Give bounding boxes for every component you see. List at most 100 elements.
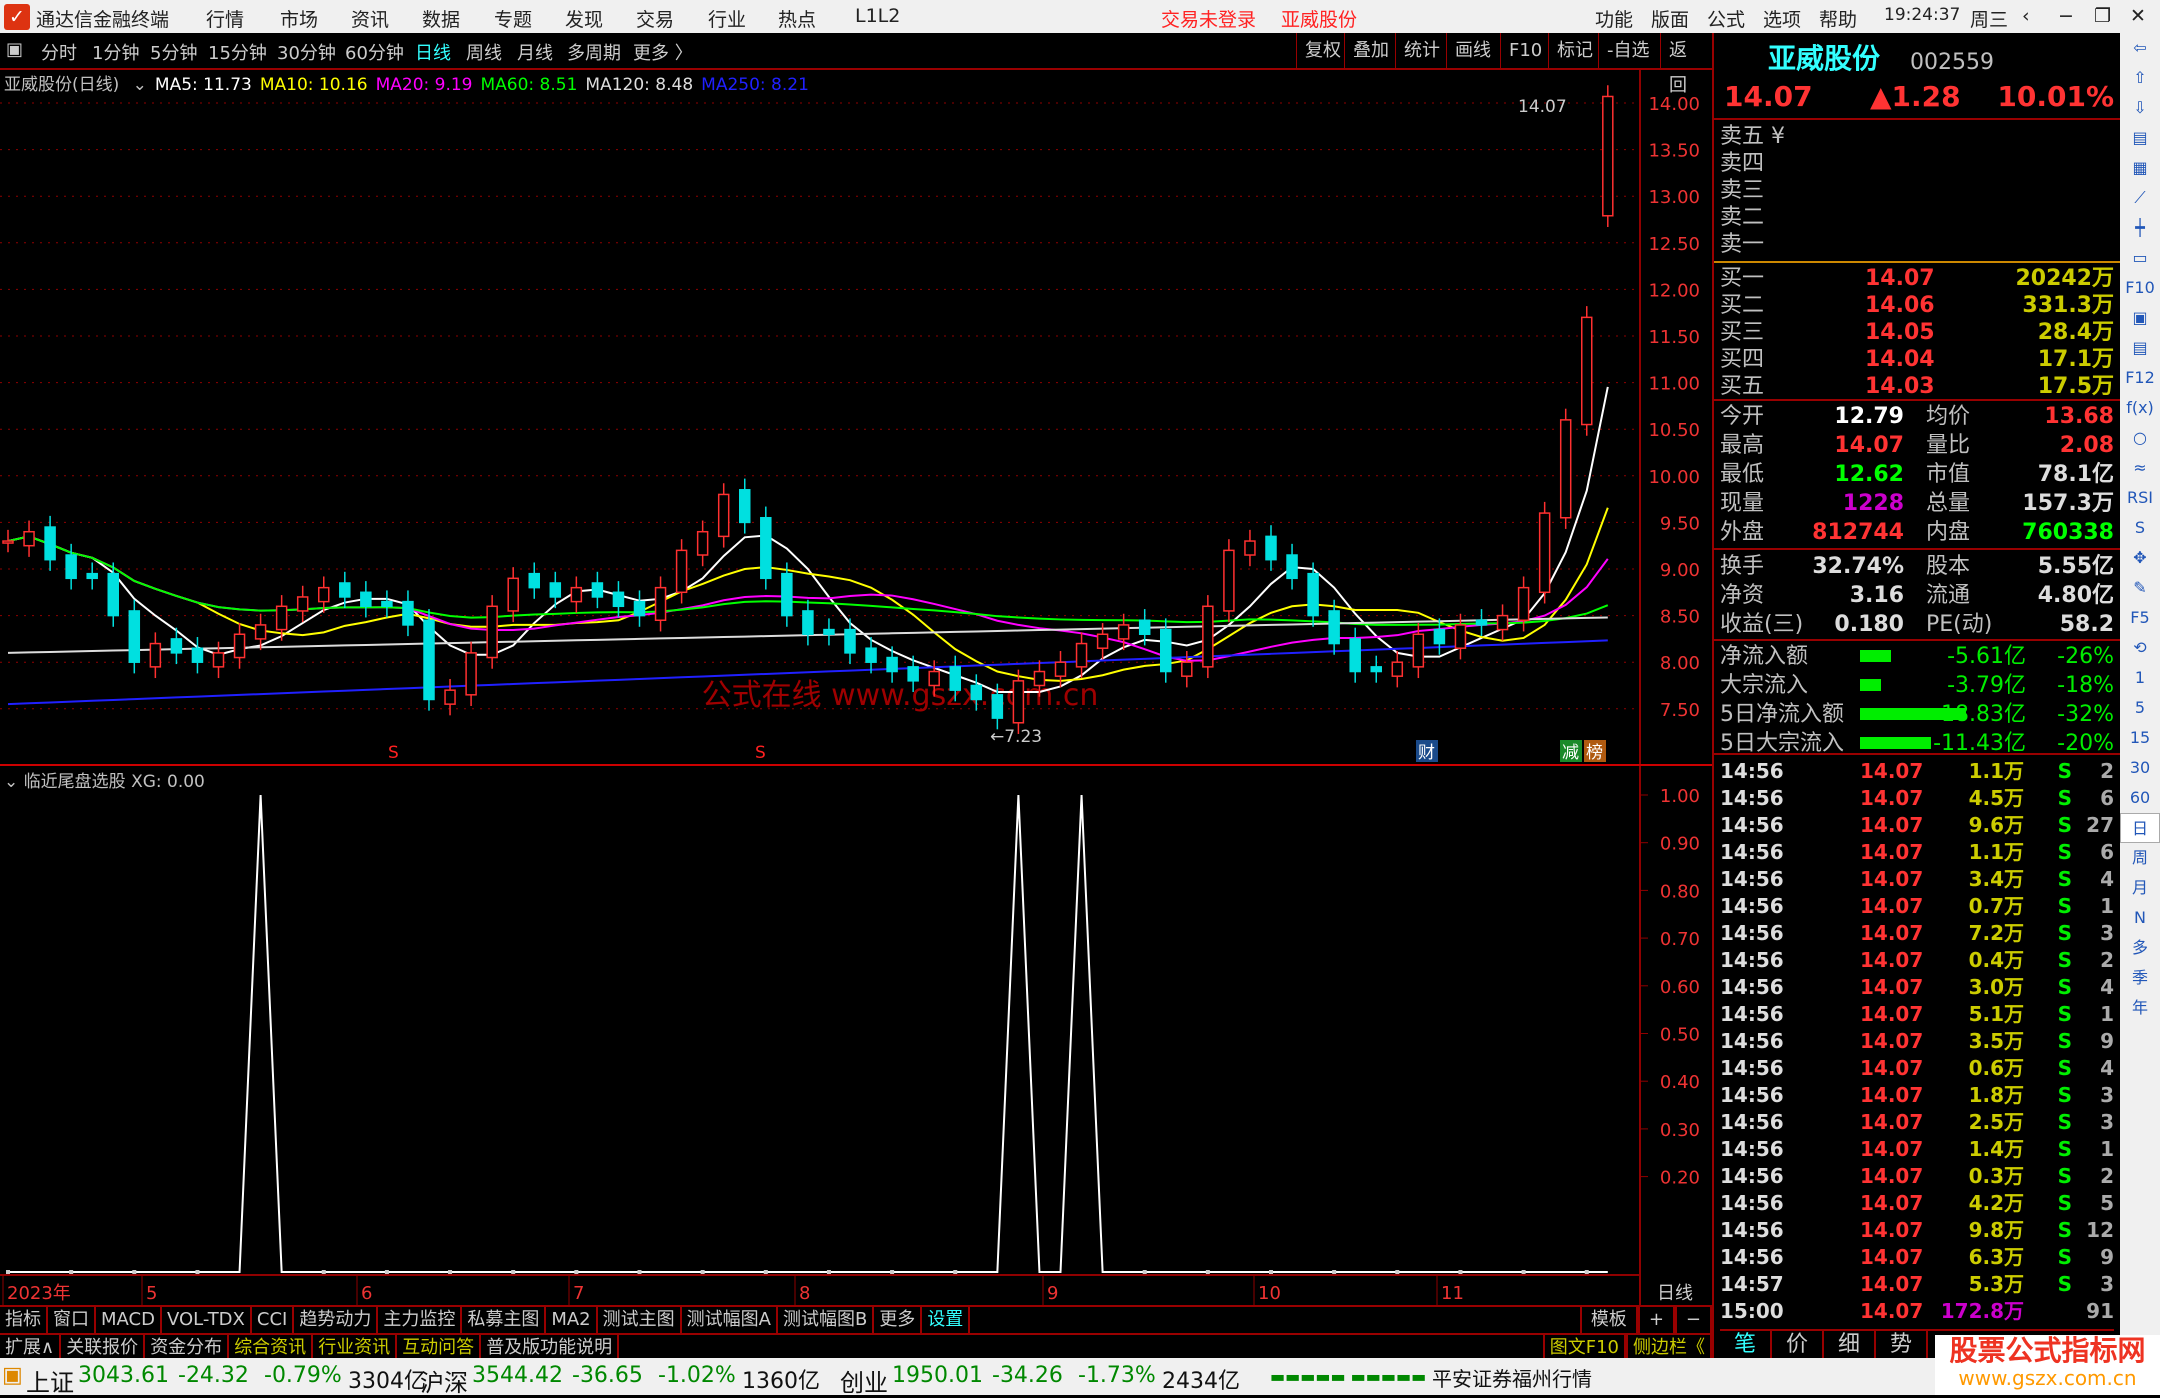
template-control-0[interactable]: 模板: [1579, 1307, 1638, 1333]
period-tab-0[interactable]: 分时: [41, 43, 77, 64]
indicator-tab-2[interactable]: MACD: [96, 1307, 162, 1333]
side-tool-icon-23[interactable]: 15: [2129, 728, 2151, 747]
menu-行情[interactable]: 行情: [206, 9, 245, 31]
chart-button-2[interactable]: 统计: [1395, 33, 1448, 68]
market-icon[interactable]: ▣: [2, 1363, 23, 1388]
indicator-tab-5[interactable]: 趋势动力: [294, 1307, 379, 1333]
ext-tab-6[interactable]: 普及版功能说明: [481, 1335, 620, 1361]
kline-chart[interactable]: 14.00 13.50 13.00 12.50 12.00 11.50 11.00 10.50…: [0, 0, 1712, 1305]
period-tab-5[interactable]: 60分钟: [345, 43, 404, 64]
side-tool-icon-31[interactable]: 季: [2131, 968, 2148, 987]
indicator-tab-6[interactable]: 主力监控: [378, 1307, 463, 1333]
period-tab-1[interactable]: 1分钟: [92, 43, 140, 64]
ext-tab-3[interactable]: 综合资讯: [229, 1335, 314, 1361]
side-tool-icon-22[interactable]: 5: [2134, 698, 2146, 717]
quote-tab-3[interactable]: 势: [1876, 1331, 1928, 1358]
period-tab-3[interactable]: 15分钟: [208, 43, 267, 64]
ext-right-0[interactable]: 图文F10: [1542, 1335, 1626, 1361]
quote-tab-0[interactable]: 笔: [1720, 1331, 1772, 1358]
indicator-tab-1[interactable]: 窗口: [48, 1307, 96, 1333]
side-tool-icon-27[interactable]: 周: [2131, 848, 2148, 867]
index-name[interactable]: 上证: [26, 1369, 74, 1397]
indicator-tab-10[interactable]: 测试幅图A: [682, 1307, 778, 1333]
ext-tab-5[interactable]: 互动问答: [397, 1335, 482, 1361]
chart-button-7[interactable]: 返回: [1660, 33, 1712, 96]
indicator-tab-9[interactable]: 测试主图: [598, 1307, 682, 1333]
side-tool-icon-25[interactable]: 60: [2129, 788, 2151, 807]
menu-行业[interactable]: 行业: [708, 9, 747, 31]
side-tool-icon-9[interactable]: ▣: [2132, 308, 2148, 327]
side-tool-icon-0[interactable]: ⇦: [2133, 38, 2147, 57]
side-tool-icon-24[interactable]: 30: [2129, 758, 2151, 777]
index-name[interactable]: 沪深: [420, 1369, 468, 1397]
side-tool-icon-17[interactable]: ✥: [2133, 548, 2147, 567]
indicator-tab-0[interactable]: 指标: [0, 1307, 48, 1333]
back-icon[interactable]: ‹: [2022, 5, 2030, 27]
index-name[interactable]: 创业: [840, 1369, 888, 1397]
minimize-icon[interactable]: −: [2058, 5, 2074, 27]
indicator-tab-11[interactable]: 测试幅图B: [778, 1307, 875, 1333]
chart-button-1[interactable]: 叠加: [1344, 33, 1397, 68]
side-tool-icon-28[interactable]: 月: [2131, 878, 2148, 897]
restore-icon[interactable]: ❐: [2094, 5, 2112, 27]
quote-tab-1[interactable]: 价: [1772, 1331, 1824, 1358]
indicator-tab-3[interactable]: VOL-TDX: [162, 1307, 252, 1333]
ext-tab-1[interactable]: 关联报价: [61, 1335, 146, 1361]
menu-市场[interactable]: 市场: [280, 9, 319, 31]
indicator-tab-8[interactable]: MA2: [546, 1307, 598, 1333]
menu-交易[interactable]: 交易: [636, 9, 675, 31]
menu-right-4[interactable]: 帮助: [1819, 9, 1858, 31]
menu-L1L2[interactable]: L1L2: [855, 5, 901, 27]
menu-right-0[interactable]: 功能: [1595, 9, 1634, 31]
side-tool-icon-32[interactable]: 年: [2131, 998, 2148, 1017]
chart-button-6[interactable]: -自选: [1598, 33, 1658, 68]
side-tool-icon-12[interactable]: f(x): [2126, 398, 2154, 417]
quote-tab-2[interactable]: 细: [1824, 1331, 1876, 1358]
legend-toggle-icon[interactable]: ⌄: [132, 75, 147, 95]
chart-button-0[interactable]: 复权: [1296, 33, 1349, 68]
side-tool-icon-18[interactable]: ✎: [2133, 578, 2147, 597]
menu-热点[interactable]: 热点: [778, 9, 817, 31]
indicator-tab-4[interactable]: CCI: [252, 1307, 295, 1333]
side-tool-icon-6[interactable]: ┿: [2135, 218, 2145, 237]
panel-toggle-icon[interactable]: ▣: [6, 39, 24, 60]
indicator-tab-13[interactable]: 设置: [922, 1307, 971, 1333]
side-tool-icon-26[interactable]: 日: [2120, 813, 2160, 843]
side-tool-icon-8[interactable]: F10: [2125, 278, 2155, 297]
period-tab-10[interactable]: 更多 〉: [633, 43, 693, 64]
period-tab-7[interactable]: 周线: [466, 43, 502, 64]
ext-tab-4[interactable]: 行业资讯: [313, 1335, 398, 1361]
menu-right-3[interactable]: 选项: [1763, 9, 1802, 31]
side-tool-icon-30[interactable]: 多: [2131, 938, 2148, 957]
period-tab-6[interactable]: 日线: [415, 43, 451, 64]
side-tool-icon-13[interactable]: ○: [2133, 428, 2147, 447]
side-tool-icon-15[interactable]: RSI: [2127, 488, 2153, 507]
menu-发现[interactable]: 发现: [565, 9, 604, 31]
chart-button-5[interactable]: 标记: [1548, 33, 1601, 68]
period-tab-9[interactable]: 多周期: [567, 43, 621, 64]
period-tab-2[interactable]: 5分钟: [150, 43, 198, 64]
ext-tab-0[interactable]: 扩展∧: [0, 1335, 62, 1361]
period-tab-4[interactable]: 30分钟: [277, 43, 336, 64]
side-tool-icon-11[interactable]: F12: [2125, 368, 2155, 387]
side-tool-icon-14[interactable]: ≈: [2133, 458, 2147, 477]
ext-tab-2[interactable]: 资金分布: [145, 1335, 230, 1361]
chart-button-4[interactable]: F10: [1500, 33, 1550, 68]
period-tab-8[interactable]: 月线: [517, 43, 553, 64]
menu-right-2[interactable]: 公式: [1707, 9, 1746, 31]
indicator-toggle-icon[interactable]: ⌄: [4, 772, 19, 792]
template-control-1[interactable]: +: [1637, 1307, 1675, 1333]
side-tool-icon-5[interactable]: ⟋: [2134, 188, 2146, 207]
ext-right-1[interactable]: 侧边栏《: [1626, 1335, 1712, 1361]
menu-资讯[interactable]: 资讯: [351, 9, 390, 31]
chart-button-3[interactable]: 画线: [1446, 33, 1499, 68]
side-tool-icon-1[interactable]: ⇧: [2133, 68, 2147, 87]
menu-right-1[interactable]: 版面: [1651, 9, 1690, 31]
trade-status[interactable]: 交易未登录: [1161, 9, 1257, 31]
side-tool-icon-21[interactable]: 1: [2134, 668, 2146, 687]
indicator-tab-12[interactable]: 更多: [874, 1307, 923, 1333]
side-tool-icon-2[interactable]: ⇩: [2133, 98, 2147, 117]
side-tool-icon-19[interactable]: F5: [2130, 608, 2150, 627]
side-tool-icon-4[interactable]: ▦: [2132, 158, 2148, 177]
close-icon[interactable]: ✕: [2130, 5, 2146, 27]
